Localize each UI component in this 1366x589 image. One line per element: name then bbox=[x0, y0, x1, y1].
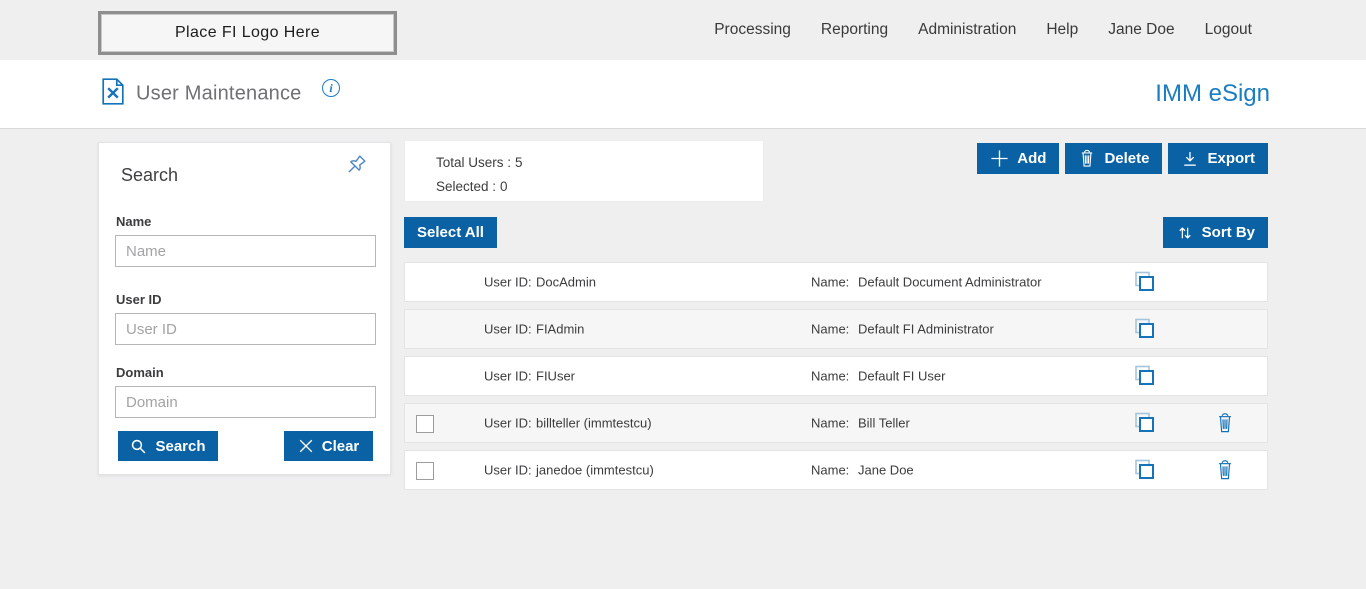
delete-user-button[interactable] bbox=[1215, 459, 1235, 481]
clear-x-icon bbox=[299, 439, 312, 453]
nav-processing[interactable]: Processing bbox=[714, 21, 791, 38]
user-id-field-label: User ID: bbox=[484, 368, 532, 384]
field-user-id: User ID bbox=[115, 292, 376, 345]
user-id-label: User ID bbox=[116, 292, 162, 307]
row-checkbox[interactable] bbox=[416, 415, 434, 433]
toolbar: Add Delete bbox=[977, 143, 1268, 174]
nav-help[interactable]: Help bbox=[1046, 21, 1079, 38]
clear-button[interactable]: Clear bbox=[284, 431, 373, 461]
trash-icon bbox=[1219, 460, 1231, 480]
name-field-label: Name: bbox=[811, 415, 850, 431]
name-field-label: Name: bbox=[811, 321, 850, 337]
name-input[interactable] bbox=[115, 235, 376, 267]
domain-label: Domain bbox=[116, 365, 164, 380]
name-field-label: Name: bbox=[811, 368, 850, 384]
name-value: Default Document Administrator bbox=[858, 274, 1042, 290]
selected-value: 0 bbox=[500, 179, 508, 194]
export-button[interactable]: Export bbox=[1168, 143, 1268, 174]
domain-input[interactable] bbox=[115, 386, 376, 418]
copy-icon bbox=[1135, 459, 1154, 479]
brand-title: IMM eSign bbox=[1155, 80, 1270, 107]
user-id-value: FIUser bbox=[536, 368, 575, 384]
user-row-fiadmin[interactable]: User ID: FIAdmin Name: Default FI Admini… bbox=[404, 309, 1268, 349]
search-icon bbox=[132, 439, 146, 453]
user-maintenance-icon bbox=[102, 78, 124, 105]
content-area: Search Name User ID Domain bbox=[0, 129, 1366, 589]
name-value: Jane Doe bbox=[858, 462, 914, 478]
user-id-value: billteller (immtestcu) bbox=[536, 415, 652, 431]
field-name: Name bbox=[115, 214, 376, 267]
copy-user-button[interactable] bbox=[1131, 457, 1157, 483]
download-icon bbox=[1184, 151, 1197, 166]
user-row-janedoe[interactable]: User ID: janedoe (immtestcu) Name: Jane … bbox=[404, 450, 1268, 490]
user-id-value: FIAdmin bbox=[536, 321, 585, 337]
user-id-field-label: User ID: bbox=[484, 462, 532, 478]
trash-icon bbox=[1219, 413, 1231, 433]
name-value: Default FI User bbox=[858, 368, 946, 384]
delete-user-button[interactable] bbox=[1215, 412, 1235, 434]
delete-button[interactable]: Delete bbox=[1065, 143, 1163, 174]
user-rows: User ID: DocAdmin Name: Default Document… bbox=[404, 262, 1268, 497]
selected-label: Selected : bbox=[436, 179, 497, 194]
fi-logo-text: Place FI Logo Here bbox=[174, 24, 321, 41]
sort-by-button[interactable]: Sort By bbox=[1162, 217, 1268, 248]
total-users-line: Total Users :5 bbox=[436, 151, 763, 175]
user-id-value: DocAdmin bbox=[536, 274, 596, 290]
user-row-billteller[interactable]: User ID: billteller (immtestcu) Name: Bi… bbox=[404, 403, 1268, 443]
copy-user-button[interactable] bbox=[1131, 269, 1157, 295]
user-id-field-label: User ID: bbox=[484, 321, 532, 337]
sort-arrows-icon bbox=[1178, 226, 1191, 239]
user-id-field-label: User ID: bbox=[484, 415, 532, 431]
copy-icon bbox=[1135, 365, 1154, 385]
row-checkbox[interactable] bbox=[416, 462, 434, 480]
total-users-value: 5 bbox=[515, 155, 523, 170]
plus-icon bbox=[991, 150, 1008, 167]
top-nav-bar: Place FI Logo Here Processing Reporting … bbox=[0, 0, 1366, 60]
name-value: Default FI Administrator bbox=[858, 321, 994, 337]
field-domain: Domain bbox=[115, 365, 376, 418]
page-header: User Maintenance i IMM eSign bbox=[0, 60, 1366, 129]
copy-icon bbox=[1135, 318, 1154, 338]
search-button[interactable]: Search bbox=[118, 431, 218, 461]
select-all-button[interactable]: Select All bbox=[404, 217, 497, 248]
add-button[interactable]: Add bbox=[977, 143, 1060, 174]
user-id-field-label: User ID: bbox=[484, 274, 532, 290]
copy-icon bbox=[1135, 271, 1154, 291]
name-field-label: Name: bbox=[811, 462, 850, 478]
user-list-section: Total Users :5 Selected :0 Add bbox=[404, 129, 1268, 589]
user-id-value: janedoe (immtestcu) bbox=[536, 462, 654, 478]
user-row-fiuser[interactable]: User ID: FIUser Name: Default FI User bbox=[404, 356, 1268, 396]
total-users-label: Total Users : bbox=[436, 155, 512, 170]
selected-line: Selected :0 bbox=[436, 175, 763, 199]
name-field-label: Name: bbox=[811, 274, 850, 290]
info-icon[interactable]: i bbox=[322, 79, 340, 97]
copy-icon bbox=[1135, 412, 1154, 432]
copy-user-button[interactable] bbox=[1131, 316, 1157, 342]
nav-administration[interactable]: Administration bbox=[918, 21, 1017, 38]
nav-user-jane-doe[interactable]: Jane Doe bbox=[1108, 21, 1175, 38]
trash-icon bbox=[1082, 149, 1093, 167]
name-value: Bill Teller bbox=[858, 415, 910, 431]
pin-icon[interactable] bbox=[342, 153, 368, 179]
search-panel-title: Search bbox=[121, 165, 179, 185]
page-title: User Maintenance bbox=[136, 82, 302, 105]
user-row-docadmin[interactable]: User ID: DocAdmin Name: Default Document… bbox=[404, 262, 1268, 302]
nav-logout[interactable]: Logout bbox=[1204, 21, 1252, 38]
search-panel: Search Name User ID Domain bbox=[98, 142, 391, 475]
copy-user-button[interactable] bbox=[1131, 410, 1157, 436]
top-nav: Processing Reporting Administration Help… bbox=[714, 0, 1252, 60]
user-id-input[interactable] bbox=[115, 313, 376, 345]
summary-box: Total Users :5 Selected :0 bbox=[404, 140, 764, 202]
copy-user-button[interactable] bbox=[1131, 363, 1157, 389]
fi-logo-placeholder: Place FI Logo Here bbox=[98, 11, 397, 55]
nav-reporting[interactable]: Reporting bbox=[820, 21, 889, 38]
name-label: Name bbox=[116, 214, 152, 229]
